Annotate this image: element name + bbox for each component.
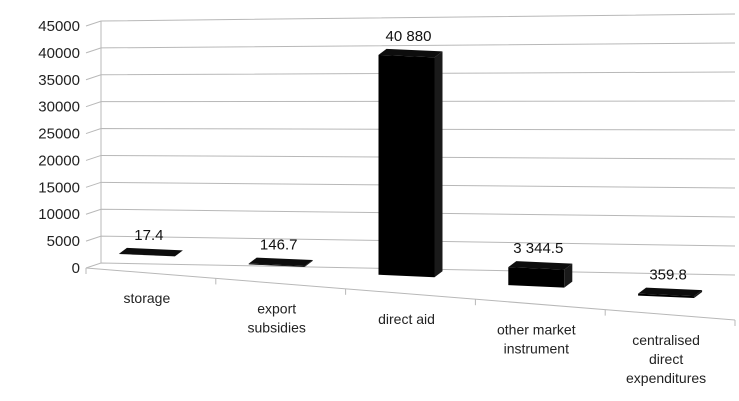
y-tick-label: 15000 <box>38 179 80 196</box>
y-tick-label: 0 <box>72 260 80 277</box>
category-label: direct aid <box>378 311 435 327</box>
data-label: 146.7 <box>260 237 298 254</box>
bar-top <box>248 257 313 267</box>
data-label: 40 880 <box>386 28 432 45</box>
gridline <box>85 13 736 27</box>
y-tick-label: 25000 <box>38 126 80 143</box>
y-tick-label: 30000 <box>38 99 80 116</box>
bar-side <box>174 250 183 257</box>
bar-side <box>694 290 703 299</box>
category-label: export subsidies <box>248 301 306 336</box>
data-labels: 17.4 146.7 40 880 3 344.5 359.8 <box>134 28 687 284</box>
floor-edge <box>85 267 736 321</box>
bar-side <box>564 263 573 288</box>
y-tick-label: 20000 <box>38 152 80 169</box>
category-labels: storage export subsidies direct aid other ma… <box>124 290 707 386</box>
bar-side <box>304 260 313 267</box>
category-label: storage <box>124 290 171 306</box>
bar-top <box>508 261 573 270</box>
bar <box>118 253 175 257</box>
y-tick-label: 5000 <box>47 233 80 250</box>
bar <box>248 263 305 267</box>
bar <box>638 293 695 299</box>
gridlines <box>85 13 736 326</box>
data-label: 359.8 <box>649 267 687 284</box>
category-label: other market instrument <box>497 321 576 356</box>
bar-side <box>434 51 443 278</box>
bars <box>118 48 703 299</box>
category-label: centralised direct expenditures <box>626 332 706 386</box>
y-tick-label: 10000 <box>38 206 80 223</box>
bar-top <box>638 287 703 297</box>
y-tick-label: 35000 <box>38 72 80 89</box>
y-axis-ticks: 0 5000 10000 15000 20000 25000 30000 35000 40000… <box>38 18 80 277</box>
y-tick-label: 40000 <box>38 45 80 62</box>
y-tick-label: 45000 <box>38 18 80 35</box>
bar-top <box>118 247 183 257</box>
bar <box>378 54 435 278</box>
bar-top <box>378 48 443 58</box>
data-label: 17.4 <box>134 227 163 244</box>
bar <box>508 267 565 288</box>
data-label: 3 344.5 <box>513 240 563 257</box>
